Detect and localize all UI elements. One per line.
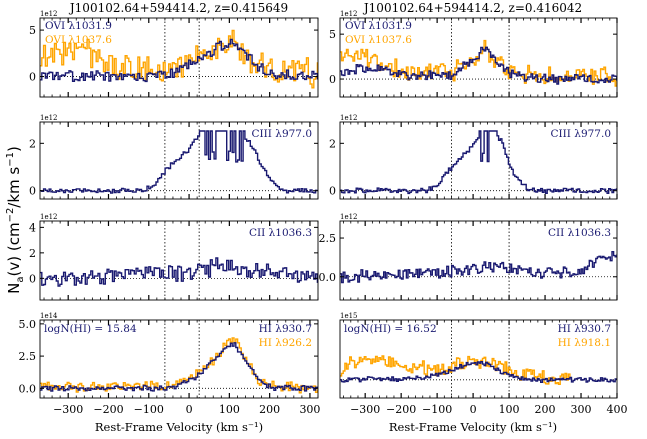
x-tick-label: 200 (535, 403, 556, 416)
y-tick-label: 5 (29, 24, 36, 37)
series-line-secondary (340, 39, 617, 87)
y-tick-label: 0 (29, 71, 36, 84)
series-line-secondary (40, 29, 318, 89)
y-exponent-label: 1e12 (40, 213, 58, 221)
y-exponent-label: 1e12 (340, 114, 358, 122)
x-tick-label: −100 (422, 403, 452, 416)
x-tick-label: 400 (607, 403, 628, 416)
column-density-label: logN(HI) = 15.84 (44, 323, 137, 335)
panel-frame (339, 319, 618, 399)
y-tick-label: 0.0 (319, 271, 337, 284)
x-tick-label: 300 (571, 403, 592, 416)
series-label-primary: CIII λ977.0 (550, 128, 611, 140)
column-titles: J100102.64+594414.2, z=0.415649 J100102.… (68, 1, 582, 15)
series-line-primary (340, 130, 617, 195)
panel-frame (339, 220, 618, 301)
panel-frame (339, 121, 618, 200)
y-tick-label: 2 (29, 137, 36, 150)
y-tick-label: 2.5 (319, 232, 337, 245)
panel-hi-col1: 1e15 HI λ930.7 HI λ918.1 logN(HI) = 16.52 −3… (339, 312, 628, 416)
series-label-secondary: HI λ926.2 (259, 337, 312, 349)
y-tick-label: 0 (29, 272, 36, 285)
y-tick-label: 0 (329, 73, 336, 86)
y-tick-label: 4 (29, 221, 36, 234)
y-exponent-label: 1e15 (340, 312, 358, 320)
x-tick-label: −300 (350, 403, 380, 416)
panel-frame (339, 17, 618, 98)
series-line-secondary (340, 355, 571, 385)
panel-ciii-col1: 0 2 1e12 CIII λ977.0 (329, 114, 618, 200)
series-line-primary (40, 38, 318, 83)
series-line-primary (340, 251, 617, 284)
column-title-left: J100102.64+594414.2, z=0.415649 (68, 1, 288, 15)
x-axis-title-left: Rest-Frame Velocity (km s⁻¹) (95, 420, 263, 434)
panel-frame (39, 17, 319, 98)
y-tick-label: 2 (29, 247, 36, 260)
y-exponent-label: 1e12 (40, 114, 58, 122)
x-tick-label: 300 (299, 403, 320, 416)
x-tick-label: 0 (470, 403, 477, 416)
y-tick-label: 0 (29, 185, 36, 198)
x-tick-label: −200 (93, 403, 123, 416)
x-axis-title-right: Rest-Frame Velocity (km s⁻¹) (389, 420, 557, 434)
column-title-right: J100102.64+594414.2, z=0.416042 (362, 1, 582, 15)
series-label-primary: OVI λ1031.9 (45, 20, 112, 32)
y-exponent-label: 1e14 (40, 312, 58, 320)
panel-ovi-col1: 0 5 1e12 OVI λ1031.9 OVI λ1037.6 (329, 10, 618, 98)
x-tick-label: 100 (499, 403, 520, 416)
column-density-label: logN(HI) = 16.52 (344, 323, 437, 335)
series-label-secondary: OVI λ1037.6 (45, 34, 112, 46)
x-tick-label: −300 (53, 403, 83, 416)
series-line-primary (40, 257, 318, 287)
panel-ovi-col0: 0 5 1e12 OVI λ1031.9 OVI λ1037.6 (29, 10, 319, 98)
series-label-secondary: HI λ918.1 (558, 337, 611, 349)
panel-cii-col1: 0.0 2.5 1e12 CII λ1036.3 (319, 213, 618, 301)
series-line-primary (40, 130, 318, 194)
panel-cii-col0: 0 2 4 1e12 CII λ1036.3 (29, 213, 319, 301)
x-tick-label: −200 (386, 403, 416, 416)
y-tick-label: 2.5 (19, 350, 37, 363)
y-tick-label: 2 (329, 137, 336, 150)
y-tick-label: 5.0 (19, 318, 37, 331)
series-line-primary (340, 361, 617, 383)
y-tick-label: 5 (329, 28, 336, 41)
panel-frame (39, 121, 319, 200)
panel-frame (39, 220, 319, 301)
series-label-primary: CIII λ977.0 (251, 128, 312, 140)
y-tick-label: 0 (329, 185, 336, 198)
series-label-secondary: OVI λ1037.6 (345, 34, 412, 46)
series-line-primary (340, 46, 617, 85)
x-tick-label: −100 (134, 403, 164, 416)
x-tick-label: 0 (186, 403, 193, 416)
y-exponent-label: 1e12 (340, 10, 358, 18)
y-axis-title: Na(v) (cm−2/km s−1) (5, 146, 26, 294)
series-label-primary: OVI λ1031.9 (345, 20, 412, 32)
panel-ciii-col0: 0 2 1e12 CIII λ977.0 (29, 114, 319, 200)
y-exponent-label: 1e12 (340, 213, 358, 221)
series-label-primary: HI λ930.7 (558, 323, 611, 335)
y-exponent-label: 1e12 (40, 10, 58, 18)
series-line-primary (40, 342, 318, 392)
y-tick-label: 0.0 (19, 382, 37, 395)
x-tick-label: 100 (219, 403, 240, 416)
series-label-primary: CII λ1036.3 (249, 227, 312, 239)
panels: 0 5 1e12 OVI λ1031.9 OVI λ1037.6 0 2 1e12 CIII λ… (19, 10, 628, 416)
series-label-primary: HI λ930.7 (259, 323, 312, 335)
panel-frame (39, 319, 319, 399)
series-label-primary: CII λ1036.3 (548, 227, 611, 239)
x-tick-label: 200 (259, 403, 280, 416)
